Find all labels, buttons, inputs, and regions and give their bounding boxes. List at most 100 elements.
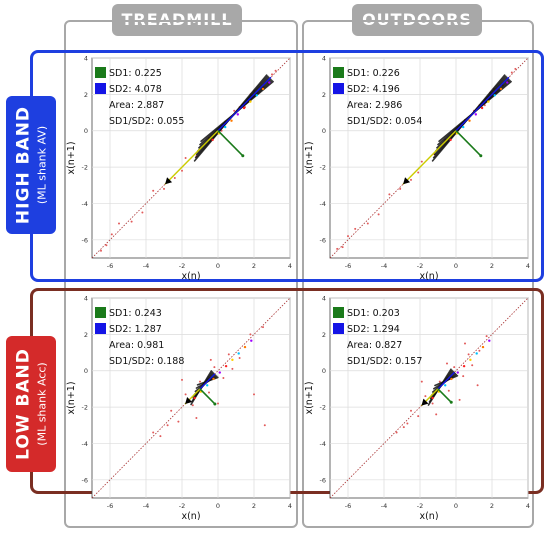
sd2-arrow-forward — [217, 76, 272, 132]
sd1-arrow — [455, 130, 482, 157]
x-tick-label: 0 — [216, 262, 220, 270]
trajectory-point — [261, 87, 265, 91]
data-point — [435, 413, 438, 416]
trajectory-point — [224, 125, 227, 129]
data-point — [130, 220, 133, 223]
data-point — [420, 160, 423, 163]
x-tick-label: 2 — [252, 502, 256, 510]
sd1-arrowhead — [241, 154, 245, 158]
data-point — [402, 426, 405, 429]
data-point — [271, 73, 273, 76]
legend-sd1-label: SD1: 0.203 — [347, 308, 400, 319]
column-frame-outdoors — [302, 20, 534, 528]
trajectory-point — [193, 396, 196, 400]
trajectory-point — [456, 371, 459, 374]
data-point — [410, 409, 412, 412]
data-point — [222, 377, 225, 379]
x-tick-label: -4 — [381, 502, 387, 510]
y-tick-label: -4 — [320, 200, 326, 208]
y-tick-label: -2 — [82, 404, 88, 412]
legend: SD1: 0.225 SD2: 4.078 Area: 2.887 SD1/SD2: … — [95, 67, 184, 127]
row-label-high-band-subtitle: (ML shank AV) — [35, 125, 49, 205]
legend-ratio-label: SD1/SD2: 0.055 — [109, 116, 184, 127]
legend-sd2-swatch — [95, 323, 106, 334]
data-point — [263, 424, 266, 427]
y-tick-label: -2 — [82, 164, 88, 172]
legend-ratio-label: SD1/SD2: 0.188 — [109, 356, 184, 367]
legend-sd2-swatch — [333, 323, 344, 334]
legend: SD1: 0.243 SD2: 1.287 Area: 0.981 SD1/SD2: … — [95, 307, 184, 367]
poincare-plot-low-treadmill: -6 -4 -2 0 2 4 -6 -4 -2 0 2 4 SD1: 0.243 SD2: 1.287 Ar… — [66, 295, 292, 523]
trajectory-point — [444, 384, 447, 387]
x-tick-label: 4 — [288, 502, 292, 510]
data-point — [100, 249, 102, 252]
data-point — [446, 362, 448, 365]
legend-ratio-label: SD1/SD2: 0.157 — [347, 356, 422, 367]
sd2-arrowhead — [185, 396, 193, 404]
data-point — [163, 187, 165, 190]
x-tick-label: 4 — [526, 262, 530, 270]
y-tick-label: 0 — [84, 127, 88, 135]
legend-ratio-label: SD1/SD2: 0.054 — [347, 116, 422, 127]
data-point — [233, 109, 236, 112]
x-axis-label: x(n) — [181, 271, 200, 280]
sd1-arrowhead — [479, 154, 483, 158]
data-point — [209, 358, 212, 361]
legend-sd1-swatch — [333, 67, 344, 78]
y-tick-label: -2 — [320, 164, 326, 172]
row-label-low-band-title: LOW BAND — [13, 348, 34, 460]
y-tick-label: 4 — [322, 295, 326, 303]
y-tick-label: -6 — [320, 476, 326, 484]
y-tick-label: 4 — [84, 55, 88, 63]
legend-area-label: Area: 2.887 — [109, 100, 164, 111]
row-label-high-band: HIGH BAND (ML shank AV) — [6, 96, 56, 234]
data-point — [464, 342, 466, 345]
data-point — [341, 246, 344, 249]
data-point — [388, 193, 391, 196]
y-tick-label: -4 — [82, 440, 88, 448]
sd2-arrow-forward — [199, 373, 216, 390]
data-point — [181, 169, 183, 172]
data-point — [458, 398, 461, 401]
trajectory-point — [487, 100, 490, 103]
x-tick-label: -2 — [179, 262, 185, 270]
data-point — [406, 422, 409, 425]
y-tick-label: 4 — [84, 295, 88, 303]
row-label-low-band-subtitle: (ML shank Acc) — [35, 362, 49, 446]
trajectory-point — [231, 358, 234, 362]
chart-panel-low-treadmill: -6 -4 -2 0 2 4 -6 -4 -2 0 2 4 SD1: 0.243 SD2: 1.287 Ar… — [64, 292, 302, 534]
x-tick-label: -6 — [107, 262, 113, 270]
x-tick-label: 4 — [526, 502, 530, 510]
trajectory-point — [493, 94, 496, 97]
x-tick-label: 2 — [490, 502, 494, 510]
x-tick-label: -6 — [345, 262, 351, 270]
trajectory-point — [236, 113, 239, 116]
x-tick-label: 4 — [288, 262, 292, 270]
trajectory-point — [475, 352, 478, 355]
data-point — [347, 235, 349, 238]
x-tick-label: 0 — [216, 502, 220, 510]
x-axis-label: x(n) — [419, 271, 438, 280]
y-axis-label: x(n+1) — [304, 141, 315, 174]
data-point — [173, 177, 176, 179]
data-point — [354, 227, 357, 230]
trajectory-point — [480, 106, 484, 110]
trajectory-point — [449, 138, 452, 142]
trajectory-point — [462, 364, 466, 368]
sd1-arrowhead — [449, 400, 453, 404]
legend-sd2-label: SD2: 4.078 — [109, 84, 162, 95]
data-point — [152, 431, 155, 434]
data-point — [510, 71, 513, 74]
trajectory-point — [431, 396, 434, 400]
legend-sd2-swatch — [333, 83, 344, 94]
data-point — [467, 353, 470, 356]
legend-sd1-swatch — [95, 67, 106, 78]
data-point — [159, 435, 162, 438]
data-point — [191, 404, 194, 407]
sd2-arrow — [164, 130, 219, 185]
sd2-arrow-forward — [455, 76, 510, 132]
trajectory-point — [499, 87, 503, 91]
trajectory-point — [462, 125, 465, 129]
trajectory-point — [243, 345, 247, 349]
legend-sd1-label: SD1: 0.225 — [109, 68, 162, 79]
